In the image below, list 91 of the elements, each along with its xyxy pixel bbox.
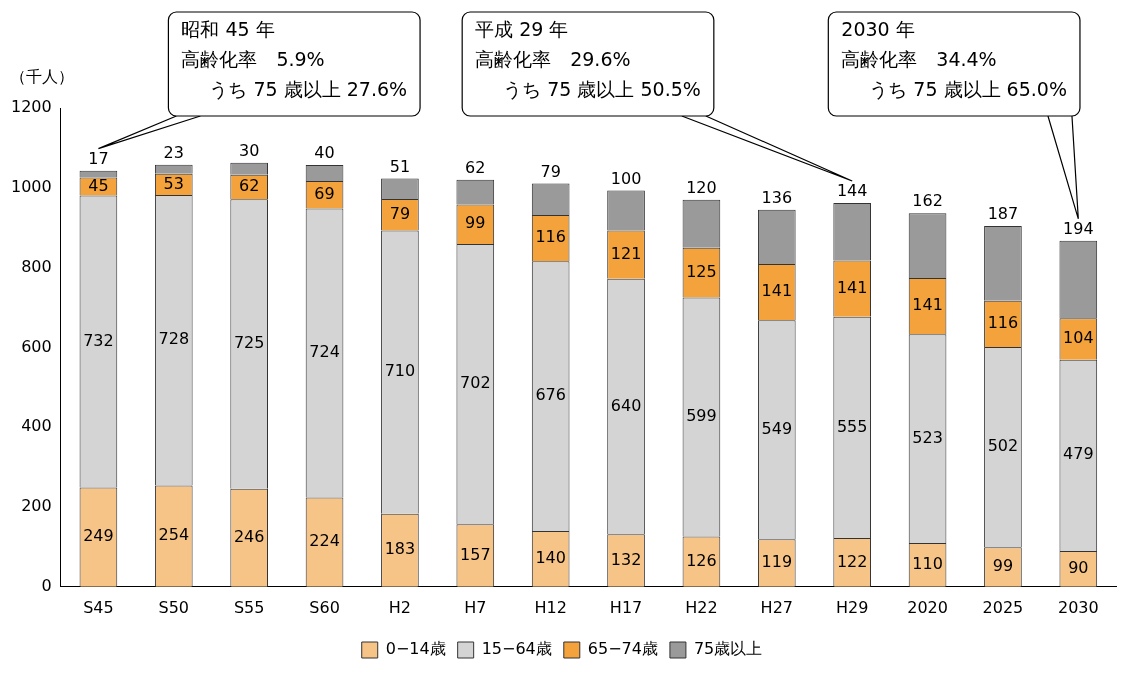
data-label: 40 [314,143,335,163]
data-label: 249 [83,526,114,546]
x-tick-label: H7 [464,597,487,617]
data-label: 246 [233,526,265,546]
data-label: 121 [610,243,642,263]
data-label: 125 [686,261,717,281]
data-label: 710 [384,361,416,381]
x-tick-label: S45 [83,597,114,617]
text: 平成 29 年 [475,18,569,41]
x-tick-label: 2020 [907,597,948,617]
data-label: 157 [460,544,491,564]
data-label: 224 [309,531,340,551]
x-tick-label: H2 [388,597,412,617]
x-tick-label: H29 [835,597,869,617]
data-label: 136 [761,187,793,207]
x-tick-label: S60 [309,597,340,617]
data-label: 120 [686,177,717,197]
data-label: 132 [610,549,642,569]
text: うち 75 歳以上 50.5% [503,78,701,101]
data-label: 62 [238,176,260,196]
data-label: 116 [535,227,566,247]
text: 2030 年 [841,18,915,41]
data-label: 523 [912,427,943,447]
y-tick-label: 0 [41,575,52,595]
data-label: 23 [163,142,184,162]
data-label: 116 [987,313,1019,333]
x-tick-label: H12 [534,597,567,617]
x-tick-label: 2030 [1057,597,1099,617]
data-label: 702 [460,373,491,393]
data-label: 194 [1063,219,1094,239]
data-label: 141 [912,295,943,315]
data-label: 99 [992,556,1014,576]
y-tick-label: 1200 [11,97,52,117]
x-tick-label: 2025 [982,597,1024,617]
data-label: 90 [1068,558,1089,577]
data-label: 479 [1063,444,1094,464]
legend-label: 75歳以上 [693,639,763,659]
data-label: 99 [465,213,486,233]
data-label: 732 [83,330,114,350]
x-tick-label: H17 [609,597,643,617]
data-label: 162 [912,191,943,211]
x-tick-label: S50 [158,597,190,617]
y-axis-title: （千人） [10,67,74,87]
text: 高齢化率 34.4% [841,48,997,71]
text: 昭和 45 年 [181,18,275,41]
x-tick-label: H27 [760,597,793,617]
text: うち 75 歳以上 27.6% [209,78,408,101]
data-label: 725 [233,333,265,353]
data-label: 724 [309,342,340,362]
y-tick-label: 400 [21,416,52,436]
data-label: 79 [389,203,411,223]
y-tick-label: 200 [21,496,52,516]
y-tick-label: 1000 [11,176,52,196]
data-label: 100 [610,168,642,188]
data-label: 141 [761,281,793,301]
data-label: 676 [535,385,566,405]
text: うち 75 歳以上 65.0% [869,78,1067,101]
data-label: 254 [158,525,190,545]
data-label: 51 [389,156,411,176]
data-label: 110 [912,554,943,574]
text: 高齢化率 5.9% [181,48,325,71]
data-label: 126 [686,550,717,570]
data-label: 17 [88,148,109,168]
data-label: 555 [836,416,868,436]
data-label: 599 [686,406,717,426]
data-label: 69 [314,183,335,203]
data-label: 122 [836,551,868,571]
x-tick-label: S55 [233,597,265,617]
data-label: 141 [836,277,868,297]
data-label: 728 [158,329,190,349]
legend-label: 65−74歳 [587,639,658,659]
data-label: 62 [465,157,486,177]
data-label: 183 [384,539,416,559]
text: 高齢化率 29.6% [475,48,631,71]
data-label: 30 [238,140,260,160]
data-label: 640 [610,395,642,415]
data-label: 53 [163,173,184,193]
x-tick-label: H22 [685,597,718,617]
data-label: 79 [540,161,561,181]
data-label: 45 [88,175,109,195]
data-label: 549 [761,418,793,438]
data-label: 144 [836,181,868,201]
data-label: 140 [535,548,566,568]
data-label: 104 [1063,328,1094,348]
data-label: 502 [987,436,1019,456]
y-tick-label: 800 [21,256,52,276]
y-tick-label: 600 [21,336,52,356]
legend-label: 15−64歳 [481,639,552,659]
data-label: 119 [761,552,793,572]
data-label: 187 [987,204,1019,224]
legend-label: 0−14歳 [385,639,446,659]
